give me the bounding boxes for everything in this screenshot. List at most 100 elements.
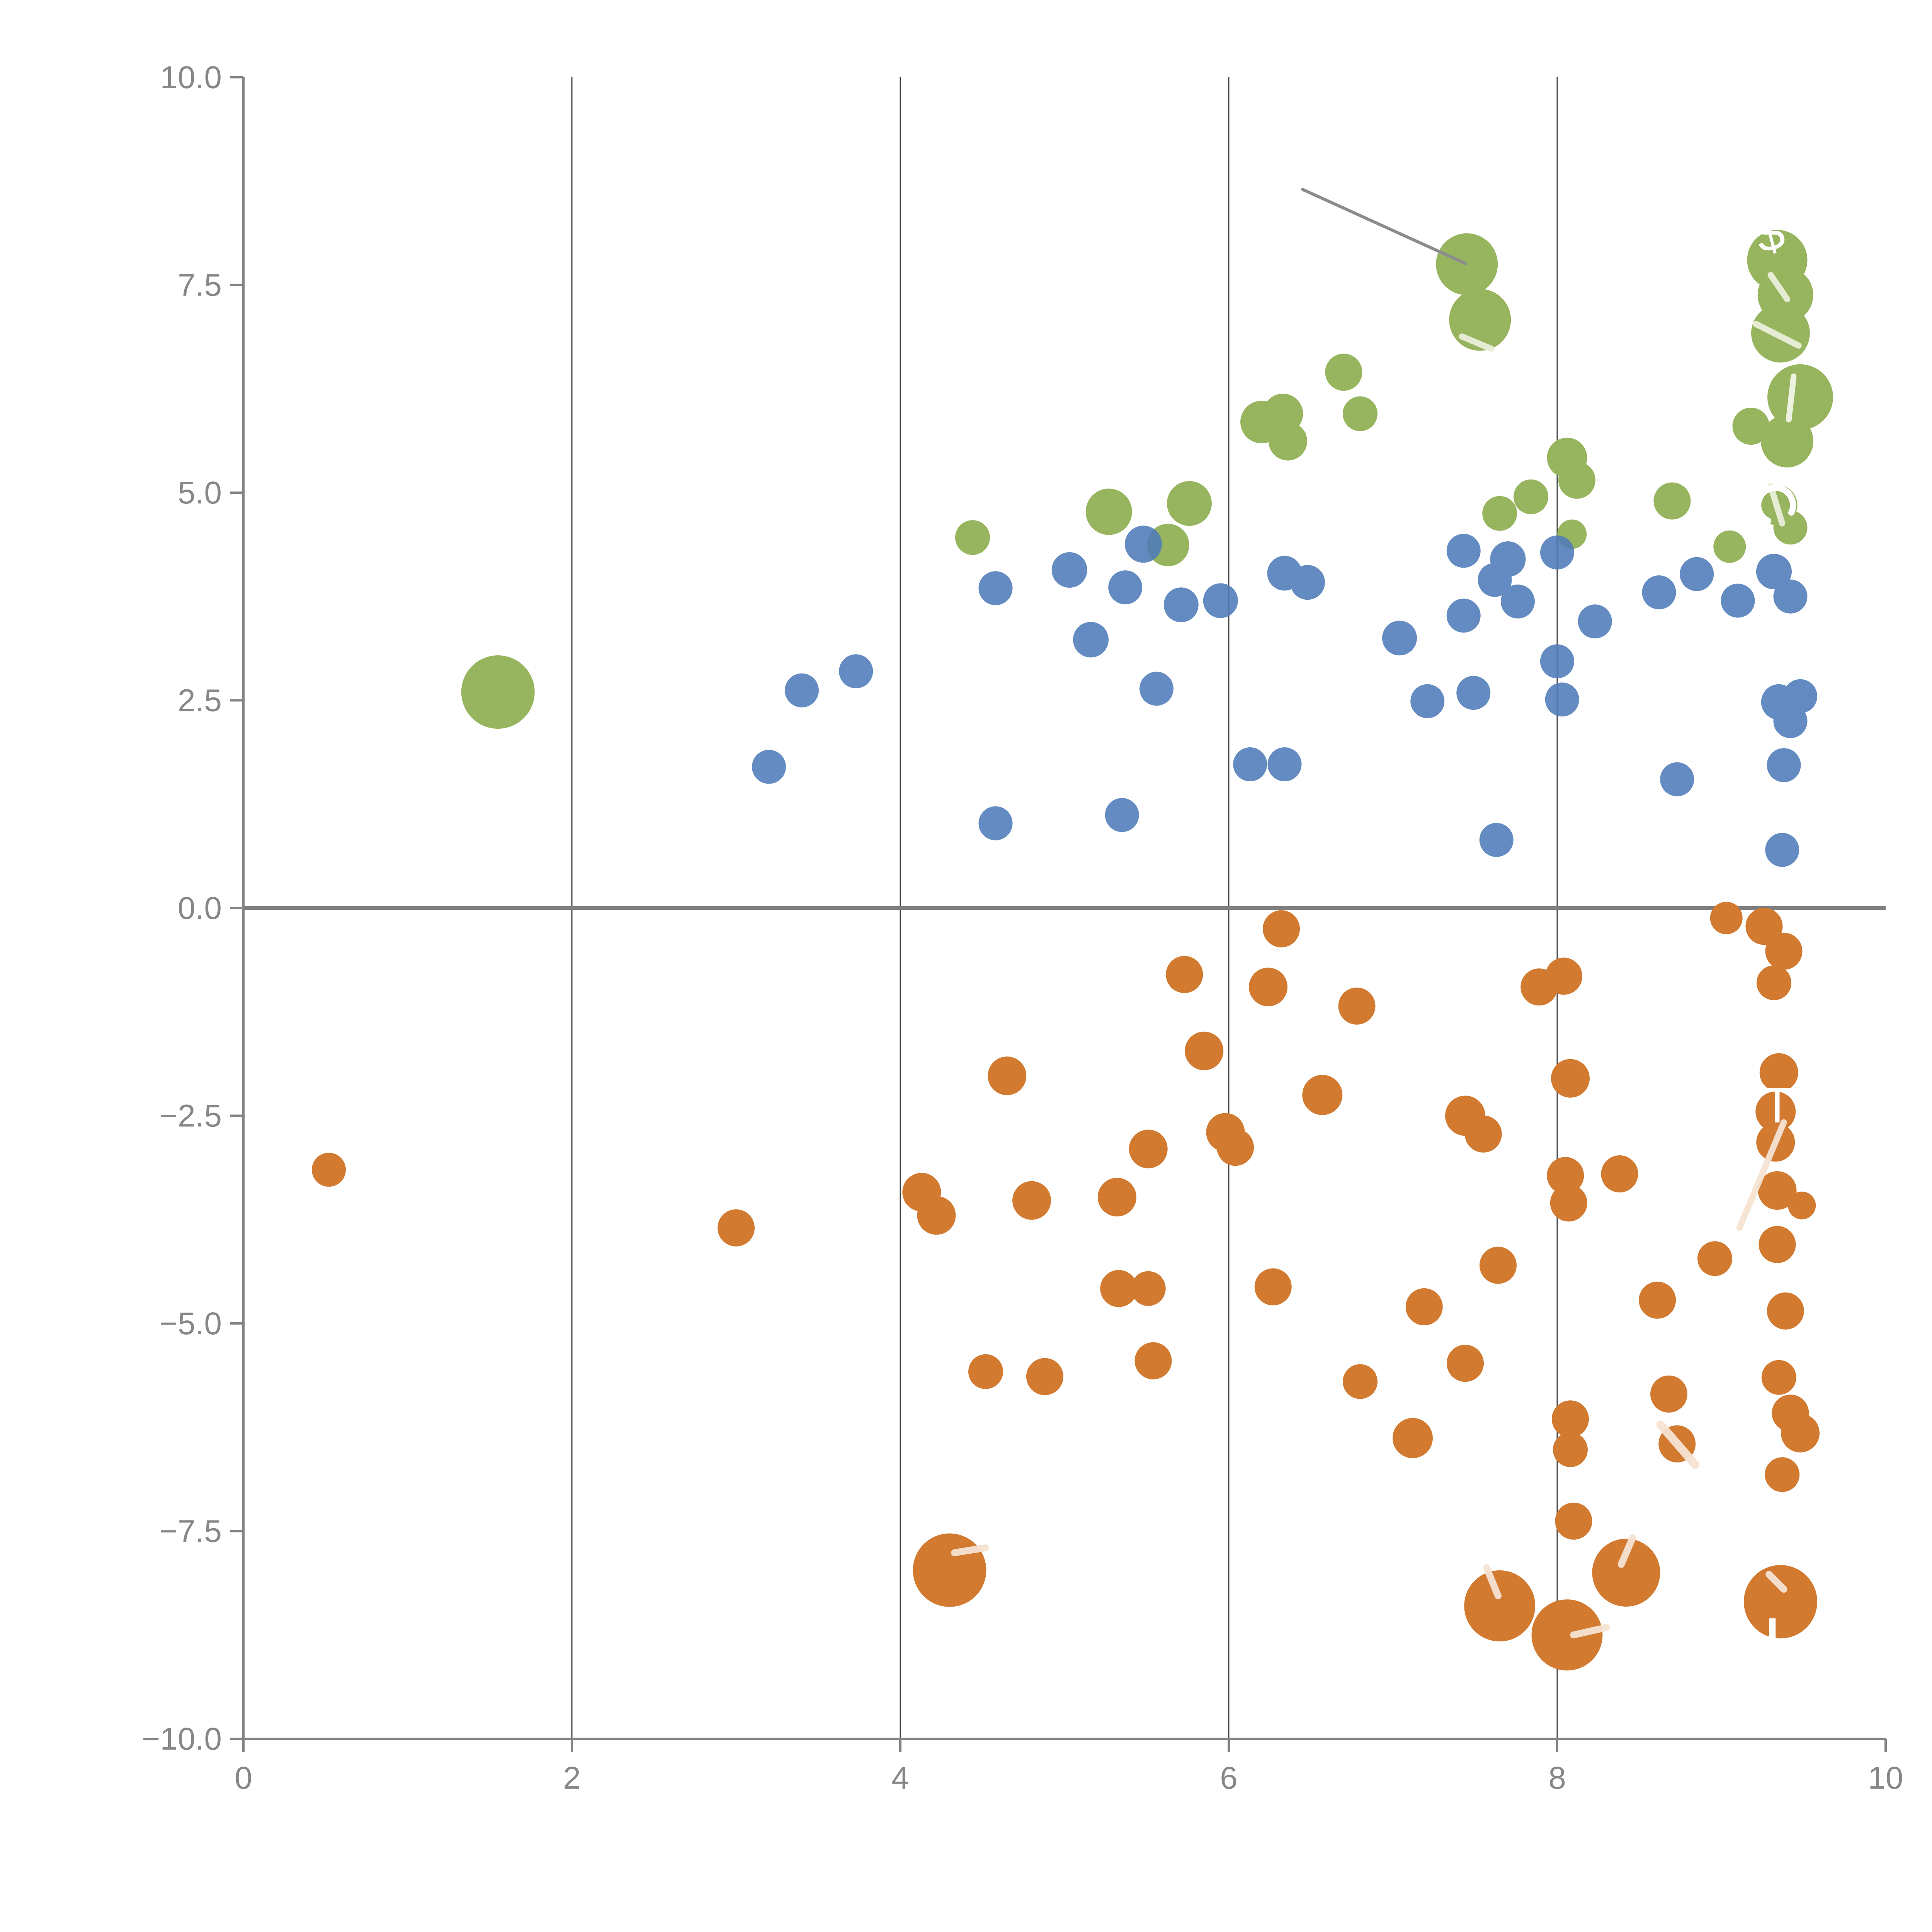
glyph-text-T: T [1762, 1077, 1793, 1133]
glyph-slash-12 [1570, 1624, 1610, 1639]
y-tick-label-10: 10.0 [160, 60, 222, 95]
bubble-orange-61 [1744, 1565, 1817, 1639]
bubble-blue-20 [1478, 563, 1512, 597]
bubble-orange-20 [1254, 1268, 1292, 1306]
bubble-orange-8 [913, 1533, 986, 1607]
bubble-blue-40 [1765, 833, 1799, 867]
bubble-green-8 [1325, 354, 1362, 391]
bubble-orange-38 [1555, 1502, 1592, 1540]
bubble-orange-23 [1343, 1364, 1378, 1399]
glyph-slash-4 [1767, 483, 1786, 527]
bubble-green-15 [1558, 461, 1595, 499]
bubble-blue-23 [1456, 676, 1491, 710]
bubble-orange-29 [1480, 1247, 1517, 1284]
bubble-blue-5 [1051, 552, 1087, 588]
bubble-orange-39 [1531, 1599, 1603, 1671]
bubble-orange-9 [1098, 1178, 1136, 1217]
y-tick-label-2.5: 2.5 [178, 683, 222, 718]
x-tick-label-10: 10 [1868, 1760, 1903, 1796]
y-tick-label--10: −10.0 [142, 1721, 222, 1757]
bubble-blue-24 [1105, 798, 1139, 832]
y-tick-label--2.5: −2.5 [159, 1099, 222, 1134]
bubble-blue-26 [1540, 535, 1574, 570]
bubble-blue-3 [978, 571, 1013, 605]
bubble-orange-11 [1131, 1271, 1166, 1306]
bubble-orange-25 [1405, 1288, 1443, 1325]
bubble-orange-3 [917, 1196, 956, 1235]
x-tick-label-8: 8 [1548, 1760, 1566, 1796]
bubble-orange-4 [988, 1056, 1027, 1095]
bubble-green-17 [1653, 482, 1691, 520]
glyph-slash-11 [1617, 1534, 1636, 1568]
bubble-blue-10 [1073, 622, 1109, 658]
bubble-orange-60 [1765, 1457, 1800, 1492]
bubble-green-18 [1713, 530, 1746, 563]
bubble-blue-13 [1290, 565, 1325, 600]
bubble-orange-35 [1550, 1184, 1587, 1222]
bubble-orange-46 [1710, 901, 1743, 934]
bubble-orange-1 [718, 1209, 755, 1247]
bubble-orange-18 [1249, 968, 1287, 1007]
bubble-orange-0 [312, 1153, 346, 1187]
bubble-green-19 [1732, 408, 1770, 445]
bubble-green-3 [1167, 481, 1212, 526]
glyph-slash-3 [1786, 373, 1797, 423]
glyph-ring-icon [1755, 485, 1796, 526]
bubble-orange-59 [1781, 1413, 1820, 1452]
bubble-green-13 [1514, 479, 1548, 514]
bubble-blue-21 [1501, 584, 1535, 619]
bubble-orange-41 [1592, 1539, 1660, 1607]
bubble-green-2 [1085, 488, 1132, 535]
bubble-blue-17 [1446, 599, 1481, 633]
series-orange [312, 901, 1820, 1671]
bubble-orange-50 [1759, 1053, 1798, 1092]
bubble-blue-4 [978, 806, 1013, 840]
glyph-slash-13 [1656, 1420, 1699, 1469]
bubble-green-23 [1767, 364, 1833, 430]
bubble-blue-18 [1446, 534, 1481, 568]
y-tick-label--5: −5.0 [159, 1306, 222, 1341]
bubble-blue-22 [1410, 684, 1445, 718]
bubble-blue-30 [1642, 575, 1676, 609]
glyph-slash-8 [1736, 1119, 1787, 1231]
bubble-orange-15 [1129, 1129, 1168, 1168]
bubble-orange-45 [1697, 1241, 1732, 1276]
bubble-blue-39 [1767, 748, 1801, 782]
bubble-orange-53 [1758, 1171, 1797, 1210]
series-blue [752, 526, 1817, 867]
bubble-orange-57 [1761, 1360, 1796, 1395]
bubble-green-24 [1761, 415, 1813, 468]
x-tick-label-2: 2 [563, 1760, 581, 1796]
bubble-blue-25 [1479, 823, 1514, 857]
bubble-orange-36 [1552, 1400, 1589, 1438]
bubble-orange-17 [1217, 1129, 1254, 1166]
bubble-blue-11 [1139, 672, 1173, 706]
bubble-blue-29 [1578, 604, 1612, 639]
bubble-orange-19 [1263, 910, 1300, 947]
bubble-blue-31 [1660, 762, 1694, 796]
bubble-blue-6 [1108, 570, 1143, 605]
glyph-slash-10 [1483, 1564, 1502, 1600]
bubble-blue-35 [1773, 579, 1808, 614]
bubble-blue-2 [839, 654, 873, 689]
bubble-orange-37 [1553, 1432, 1588, 1467]
glyph-slash-14 [1765, 1571, 1787, 1593]
bubble-blue-14 [1233, 747, 1267, 782]
annotation-line [1301, 188, 1467, 265]
bubble-orange-40 [1601, 1155, 1638, 1192]
bubble-orange-30 [1464, 1570, 1536, 1641]
bubble-green-10 [1436, 233, 1498, 295]
y-tick-label-7.5: 7.5 [178, 268, 222, 303]
bubble-green-9 [1343, 396, 1378, 431]
bubble-orange-55 [1759, 1226, 1796, 1263]
bubble-orange-49 [1757, 965, 1791, 1000]
bubble-blue-16 [1382, 621, 1417, 656]
bubble-green-1 [955, 520, 990, 555]
bubble-orange-13 [1166, 956, 1203, 993]
glyph-slash-2 [1753, 321, 1802, 349]
bubble-orange-32 [1545, 957, 1582, 995]
y-tick-label--7.5: −7.5 [159, 1514, 222, 1549]
bubble-green-7 [1269, 422, 1307, 461]
bubble-orange-22 [1338, 987, 1376, 1025]
